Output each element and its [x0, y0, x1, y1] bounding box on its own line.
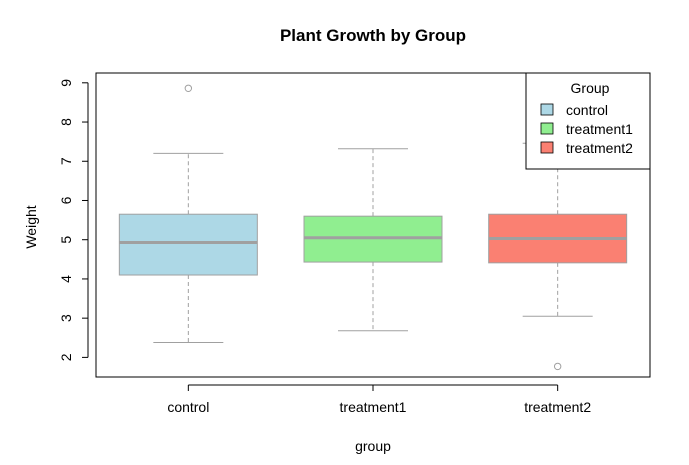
outlier-control-0: [184, 84, 193, 92]
y-tick-label-2: 2: [58, 353, 74, 361]
y-tick-label-3: 3: [58, 314, 74, 322]
chart-title: Plant Growth by Group: [280, 26, 466, 45]
legend-label-control: control: [566, 102, 608, 118]
y-axis: 2 3 4 5 6 7 8 9: [58, 79, 89, 361]
legend-label-treatment2: treatment2: [566, 140, 633, 156]
plot-frame: [95, 72, 651, 378]
x-tick-label-control: control: [167, 399, 209, 415]
y-axis-label: Weight: [23, 205, 39, 248]
y-tick-label-9: 9: [58, 79, 74, 87]
box-treatment1: [303, 148, 443, 332]
box-control: [118, 84, 258, 343]
y-tick-label-7: 7: [58, 157, 74, 165]
box-treatment2: [488, 142, 628, 371]
legend-entry-control: control: [540, 102, 608, 118]
plot-area: 2 3 4 5 6 7 8 9 control treatment1 treatment2: [58, 72, 651, 415]
outlier-treatment2-0: [553, 362, 562, 371]
legend-swatch-treatment1: [540, 122, 554, 135]
legend-entry-treatment2: treatment2: [540, 140, 633, 156]
legend-swatch-treatment2: [540, 141, 554, 154]
x-axis-label: group: [355, 438, 391, 454]
legend-entry-treatment1: treatment1: [540, 121, 633, 137]
x-tick-label-treatment1: treatment1: [340, 399, 407, 415]
y-tick-label-8: 8: [58, 118, 74, 126]
legend-swatch-control: [540, 103, 554, 116]
legend: Group control treatment1 treatment2: [525, 72, 651, 170]
x-axis: control treatment1 treatment2: [167, 384, 591, 415]
legend-label-treatment1: treatment1: [566, 121, 633, 137]
box-body-control: [118, 213, 258, 276]
y-tick-label-5: 5: [58, 236, 74, 244]
x-tick-label-treatment2: treatment2: [524, 399, 591, 415]
y-tick-label-6: 6: [58, 196, 74, 204]
y-tick-label-4: 4: [58, 275, 74, 283]
legend-title: Group: [571, 80, 610, 96]
